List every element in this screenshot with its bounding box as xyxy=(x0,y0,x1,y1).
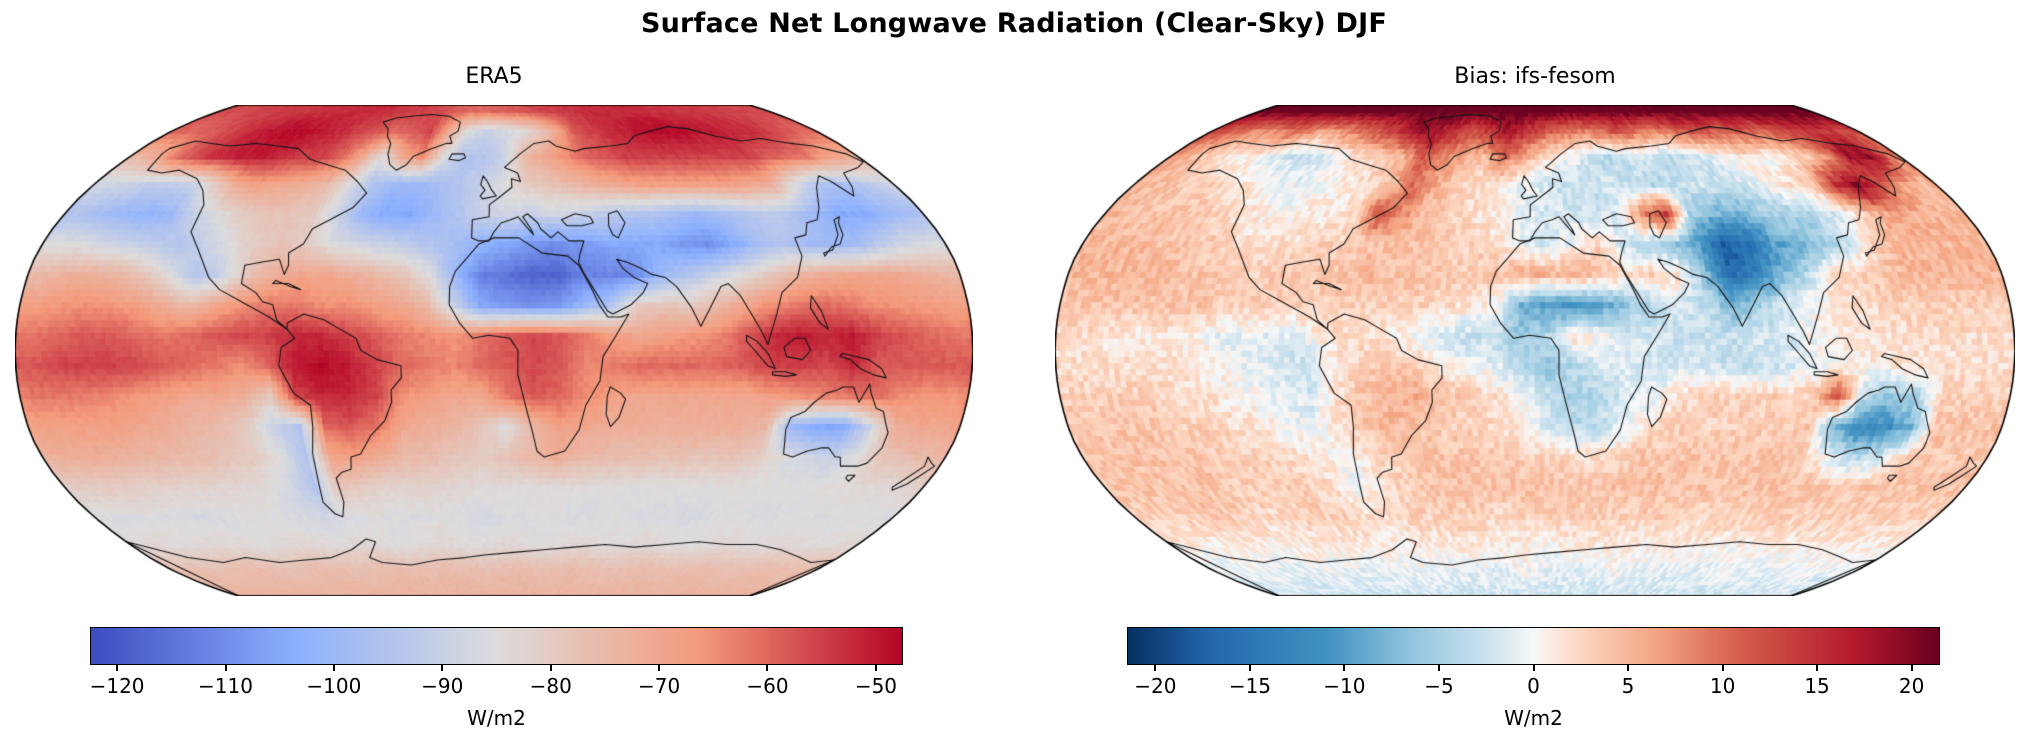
colorbar-tick-label: −90 xyxy=(421,674,464,698)
colorbar-gradient-era5 xyxy=(90,627,903,665)
colorbar-bias: −20 −15 −10 −5 0 5 10 15 20 W/m2 xyxy=(1127,627,1940,730)
colorbar-tick-label: −110 xyxy=(198,674,253,698)
colorbar-era5: −120 −110 −100 −90 −80 −70 −60 −50 W/m2 xyxy=(90,627,903,730)
colorbar-tickmark xyxy=(1816,665,1819,671)
colorbar-tick-label: −50 xyxy=(854,674,898,698)
colorbar-tick-label: −10 xyxy=(1323,674,1366,698)
colorbar-tickmark xyxy=(549,665,552,671)
colorbar-tickmark xyxy=(116,665,119,671)
panel-title-bias: Bias: ifs-fesom xyxy=(1454,64,1616,89)
colorbar-tickmark xyxy=(1343,665,1346,671)
panel-title-era5: ERA5 xyxy=(465,64,523,89)
bias-map-canvas xyxy=(1055,105,2015,596)
colorbar-tickmark xyxy=(1721,665,1724,671)
colorbar-tickmark xyxy=(1532,665,1535,671)
colorbar-tickmark xyxy=(1154,665,1157,671)
colorbar-tick-label: 0 xyxy=(1527,674,1540,698)
colorbar-tickmark xyxy=(332,665,335,671)
colorbar-tickmark xyxy=(441,665,444,671)
colorbar-tick-label: −100 xyxy=(306,674,362,698)
colorbar-tick-label: −120 xyxy=(89,674,145,698)
colorbar-tick-label: 20 xyxy=(1898,674,1925,698)
colorbar-tick-label: −60 xyxy=(746,674,789,698)
colorbar-tick-label: −20 xyxy=(1134,674,1177,698)
figure-title: Surface Net Longwave Radiation (Clear-Sk… xyxy=(640,8,1388,39)
colorbar-tickmark xyxy=(874,665,877,671)
colorbar-tick-label: −5 xyxy=(1424,674,1454,698)
colorbar-tick-label: −80 xyxy=(529,674,572,698)
colorbar-tick-label: 5 xyxy=(1621,674,1635,698)
colorbar-tickmark xyxy=(224,665,227,671)
colorbar-unit-label-bias: W/m2 xyxy=(1504,706,1563,730)
colorbar-tick-label: 10 xyxy=(1709,674,1736,698)
colorbar-tickmark xyxy=(1910,665,1913,671)
colorbar-gradient-bias xyxy=(1127,627,1940,665)
colorbar-tickmark xyxy=(1248,665,1251,671)
colorbar-tickmark xyxy=(1627,665,1630,671)
colorbar-tickmark xyxy=(1437,665,1440,671)
colorbar-tick-label: −15 xyxy=(1228,674,1272,698)
colorbar-tick-label: −70 xyxy=(637,674,681,698)
colorbar-unit-label-era5: W/m2 xyxy=(467,706,526,730)
era5-map-canvas xyxy=(15,105,973,596)
colorbar-tickmark xyxy=(766,665,769,671)
colorbar-tickmark xyxy=(658,665,661,671)
colorbar-tick-label: 15 xyxy=(1804,674,1830,698)
